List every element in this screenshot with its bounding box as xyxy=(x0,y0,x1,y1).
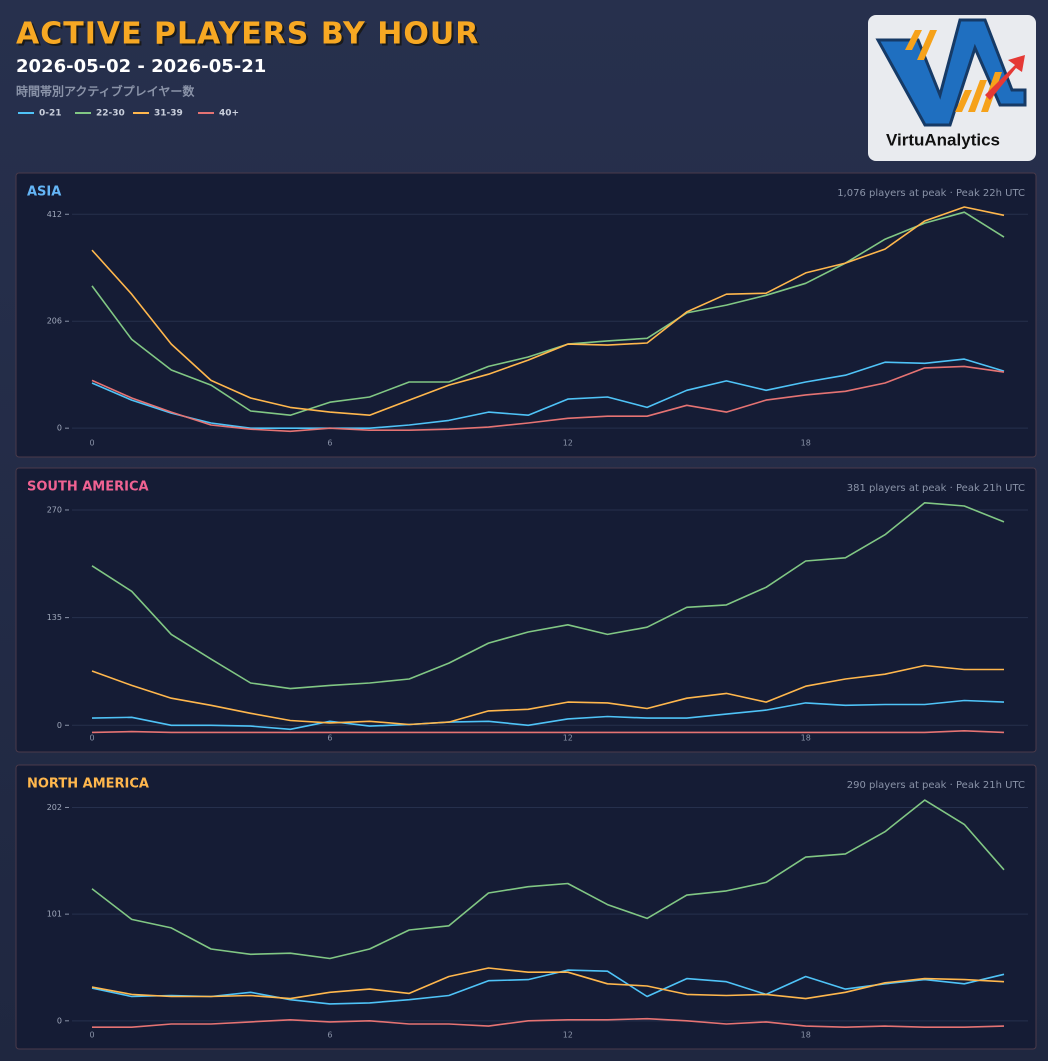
y-tick-label: 202 xyxy=(47,803,62,812)
logo-arrow xyxy=(985,55,1025,100)
x-tick-label: 6 xyxy=(327,439,332,448)
y-tick-label: 0 xyxy=(57,424,62,433)
y-tick-label: 412 xyxy=(47,210,62,219)
page-title: ACTIVE PLAYERS BY HOUR xyxy=(16,17,479,52)
series-line xyxy=(91,967,1005,1000)
x-tick-label: 6 xyxy=(327,734,332,743)
legend-label: 22-30 xyxy=(96,109,125,119)
x-tick-label: 0 xyxy=(89,734,94,743)
panel-background xyxy=(15,467,1037,753)
x-tick-label: 18 xyxy=(801,439,811,448)
logo: VirtuAnalytics xyxy=(868,15,1036,161)
series-line xyxy=(91,730,1005,734)
series-line xyxy=(91,365,1005,433)
series-line xyxy=(91,206,1005,416)
peak-annotation: 290 players at peak · Peak 21h UTC xyxy=(847,780,1025,791)
logo-text: VirtuAnalytics xyxy=(886,130,1000,149)
date-range: 2026-05-02 - 2026-05-21 xyxy=(16,56,266,77)
panel-background xyxy=(15,172,1037,458)
panel-title: ASIA xyxy=(27,185,61,200)
chart-panel: NORTH AMERICA 290 players at peak · Peak … xyxy=(15,764,1037,1050)
x-tick-label: 18 xyxy=(801,734,811,743)
logo-bars xyxy=(905,30,1002,112)
chart-panel: ASIA 1,076 players at peak · Peak 22h UTC… xyxy=(15,172,1037,458)
series-line xyxy=(91,664,1004,726)
y-tick-label: 270 xyxy=(47,505,62,514)
y-tick-label: 101 xyxy=(47,910,62,919)
legend-label: 31-39 xyxy=(154,109,183,119)
series-line xyxy=(92,1017,1005,1028)
x-tick-label: 6 xyxy=(327,1031,332,1040)
series-line xyxy=(91,358,1005,429)
series-line xyxy=(91,799,1005,960)
y-tick-label: 206 xyxy=(47,317,62,326)
series-line xyxy=(91,211,1005,416)
series-line xyxy=(91,502,1005,690)
series-line xyxy=(91,969,1005,1005)
y-tick-label: 135 xyxy=(47,613,62,622)
legend: 0-21 22-30 31-39 40+ xyxy=(18,109,239,119)
legend-label: 40+ xyxy=(219,109,239,119)
panel-background xyxy=(15,764,1037,1050)
subtitle: 時間帯別アクティブプレイヤー数 xyxy=(16,84,195,99)
x-tick-label: 0 xyxy=(89,1031,94,1040)
logo-v xyxy=(875,18,1027,127)
x-tick-label: 12 xyxy=(563,734,573,743)
x-tick-label: 18 xyxy=(801,1031,811,1040)
legend-label: 0-21 xyxy=(39,109,62,119)
chart-panel: SOUTH AMERICA 381 players at peak · Peak … xyxy=(15,467,1037,753)
panel-title: NORTH AMERICA xyxy=(27,777,149,792)
series-line xyxy=(91,699,1005,731)
title-shadow: ACTIVE PLAYERS BY HOUR xyxy=(18,19,481,54)
panel-title: SOUTH AMERICA xyxy=(27,480,149,495)
x-tick-label: 0 xyxy=(89,439,94,448)
x-tick-label: 12 xyxy=(563,439,573,448)
peak-annotation: 1,076 players at peak · Peak 22h UTC xyxy=(837,188,1025,199)
peak-annotation: 381 players at peak · Peak 21h UTC xyxy=(847,483,1025,494)
y-tick-label: 0 xyxy=(57,1016,62,1025)
x-tick-label: 12 xyxy=(563,1031,573,1040)
y-tick-label: 0 xyxy=(57,721,62,730)
